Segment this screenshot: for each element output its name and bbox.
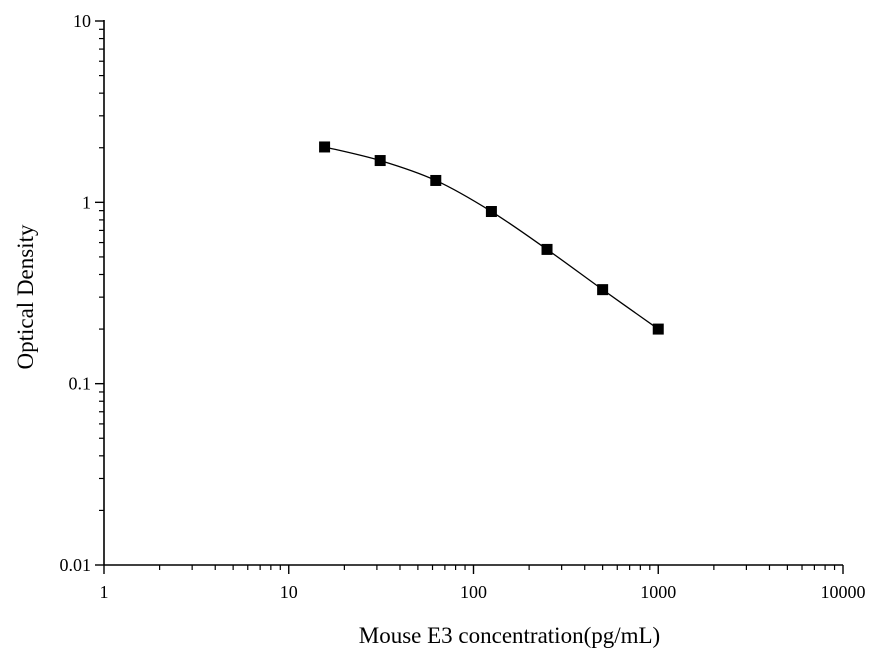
x-tick-label: 10	[280, 582, 298, 602]
data-point-marker	[597, 284, 609, 296]
y-tick-label: 0.1	[69, 374, 92, 394]
data-point-marker	[652, 323, 664, 335]
x-tick-label: 10000	[821, 582, 866, 602]
y-tick-label: 10	[73, 11, 91, 31]
y-tick-label: 1	[82, 192, 91, 212]
data-point-marker	[430, 174, 442, 186]
data-point-marker	[319, 141, 331, 153]
x-tick-label: 1000	[640, 582, 676, 602]
axes: 1 10 100 1000 10000 0.01 0.1 1 10	[60, 11, 866, 602]
y-tick-label: 0.01	[60, 555, 92, 575]
data-point-marker	[541, 243, 553, 255]
data-points-group	[319, 141, 664, 335]
data-point-marker	[374, 155, 386, 167]
data-point-marker	[485, 206, 497, 218]
x-tick-label: 100	[460, 582, 487, 602]
axis-titles: Mouse E3 concentration(pg/mL) Optical De…	[13, 224, 660, 648]
y-axis-title: Optical Density	[13, 224, 38, 369]
x-tick-label: 1	[100, 582, 109, 602]
x-axis-title: Mouse E3 concentration(pg/mL)	[359, 623, 660, 648]
